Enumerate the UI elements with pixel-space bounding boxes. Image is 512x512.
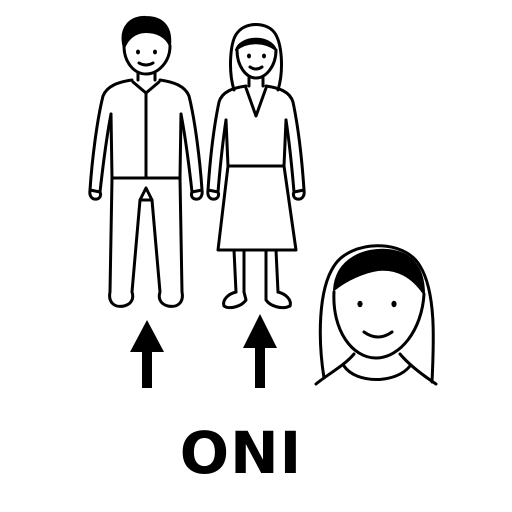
woman-figure-icon — [206, 23, 306, 310]
arrow-up-icon — [243, 314, 277, 388]
girl-face-icon — [314, 244, 438, 386]
caption-word: ONI — [179, 419, 303, 487]
man-figure-icon — [88, 15, 204, 308]
arrow-up-icon — [130, 320, 164, 388]
